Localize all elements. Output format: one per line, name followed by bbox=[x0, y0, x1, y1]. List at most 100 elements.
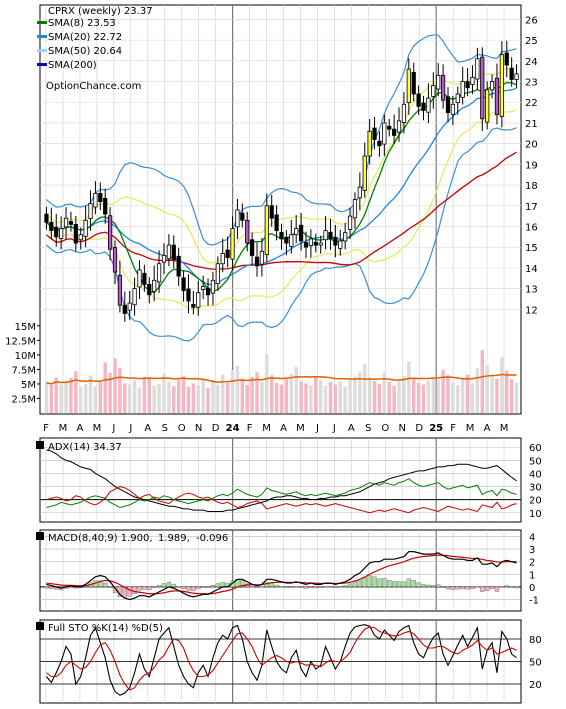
volume-tick-label: 15M bbox=[15, 322, 36, 333]
macd-tick-label: 2 bbox=[529, 558, 535, 569]
x-tick-label: A bbox=[348, 423, 355, 434]
adx-series-line bbox=[46, 449, 517, 512]
macd-hist-bar bbox=[421, 584, 426, 588]
macd-hist-bar bbox=[396, 581, 402, 588]
candle-body bbox=[509, 67, 514, 80]
volume-bar bbox=[245, 385, 249, 413]
volume-bar bbox=[431, 378, 436, 413]
adx-legend-swatch bbox=[36, 441, 44, 449]
candle-body bbox=[49, 221, 54, 232]
candle-body bbox=[259, 250, 265, 265]
volume-bar bbox=[284, 379, 289, 413]
volume-bar bbox=[240, 378, 245, 413]
volume-bar bbox=[172, 386, 176, 413]
candle-body bbox=[313, 241, 318, 246]
candle-body bbox=[308, 238, 313, 246]
volume-bar bbox=[475, 368, 480, 413]
volume-bar bbox=[490, 375, 494, 413]
macd-hist-bar bbox=[514, 586, 519, 589]
x-tick-label: A bbox=[144, 423, 151, 434]
candle-body bbox=[59, 228, 64, 239]
macd-hist-bar bbox=[152, 586, 157, 588]
macd-hist-bar bbox=[240, 580, 245, 588]
volume-bar bbox=[392, 385, 396, 413]
macd-hist-bar bbox=[254, 586, 260, 588]
macd-hist-bar bbox=[338, 586, 343, 588]
candle-body bbox=[78, 234, 83, 241]
candle-body bbox=[279, 231, 284, 240]
legend-label: SMA(8) 23.53 bbox=[48, 18, 116, 29]
macd-hist-bar bbox=[156, 585, 162, 588]
candle-body bbox=[176, 255, 181, 277]
legend-label: SMA(200) bbox=[48, 60, 97, 71]
x-tick-label: D bbox=[212, 423, 220, 434]
x-tick-label: N bbox=[399, 423, 406, 434]
candle-body bbox=[489, 81, 495, 91]
candle-body bbox=[294, 228, 299, 236]
price-tick-label: 24 bbox=[525, 57, 538, 68]
macd-hist-bar bbox=[264, 582, 269, 588]
macd-hist-bar bbox=[107, 586, 113, 589]
x-tick-label: M bbox=[262, 423, 271, 434]
volume-bar bbox=[480, 350, 484, 413]
x-tick-label: M bbox=[466, 423, 475, 434]
macd-hist-bar bbox=[137, 586, 142, 591]
volume-bar bbox=[436, 379, 440, 413]
volume-bar bbox=[211, 379, 215, 413]
volume-bar bbox=[225, 382, 230, 413]
volume-bar bbox=[485, 365, 489, 413]
watermark-text: OptionChance.com bbox=[46, 81, 141, 92]
macd-hist-bar bbox=[475, 586, 480, 588]
price-tick-label: 23 bbox=[525, 78, 538, 89]
candle-body bbox=[421, 102, 426, 111]
price-tick-label: 13 bbox=[525, 285, 538, 296]
candle-body bbox=[460, 81, 465, 98]
x-tick-label: A bbox=[484, 423, 491, 434]
candle-body bbox=[83, 219, 88, 237]
legend-label: SMA(50) 20.64 bbox=[48, 46, 122, 57]
volume-bar bbox=[137, 387, 142, 413]
x-tick-label: M bbox=[59, 423, 68, 434]
x-tick-label: J bbox=[332, 423, 336, 434]
macd-hist-bar bbox=[176, 586, 181, 588]
macd-tick-label: 0 bbox=[529, 583, 535, 594]
candle-body bbox=[347, 215, 353, 230]
candle-body bbox=[494, 77, 500, 116]
volume-bar bbox=[402, 375, 406, 413]
candle-body bbox=[504, 52, 509, 66]
candle-body bbox=[98, 192, 103, 203]
candle-body bbox=[161, 255, 167, 263]
candle-body bbox=[382, 122, 387, 145]
volume-bar bbox=[367, 376, 372, 413]
sto-series-line bbox=[46, 626, 517, 691]
macd-tick-label: 4 bbox=[529, 533, 535, 544]
macd-hist-bar bbox=[328, 586, 333, 588]
panel-frame-macd bbox=[39, 529, 522, 612]
candle-body bbox=[250, 239, 255, 256]
macd-hist-bar bbox=[205, 586, 211, 588]
volume-bar bbox=[309, 385, 313, 413]
adx-tick-label: 10 bbox=[529, 509, 542, 520]
x-tick-label: 25 bbox=[429, 423, 443, 434]
candle-body bbox=[235, 209, 240, 228]
macd-hist-bar bbox=[480, 586, 485, 592]
candle-body bbox=[514, 73, 519, 80]
macd-title: MACD(8,40,9) 1.900, bbox=[48, 533, 153, 544]
candle-body bbox=[191, 303, 196, 308]
volume-bar bbox=[279, 384, 284, 413]
macd-hist-bar bbox=[249, 586, 255, 588]
volume-bar bbox=[69, 378, 73, 413]
macd-hist-bar bbox=[411, 580, 416, 588]
macd-hist-bar bbox=[465, 586, 470, 590]
adx-series-line bbox=[46, 478, 517, 509]
candle-body bbox=[230, 228, 235, 260]
candle-body bbox=[254, 256, 260, 267]
candle-body bbox=[137, 269, 142, 288]
volume-bar bbox=[289, 374, 294, 413]
candle-body bbox=[416, 93, 421, 107]
candle-body bbox=[186, 288, 191, 302]
volume-tick-label: 7.5M bbox=[11, 365, 36, 376]
volume-bar bbox=[93, 386, 98, 413]
price-tick-label: 16 bbox=[525, 222, 538, 233]
macd-hist-bar bbox=[161, 583, 167, 588]
